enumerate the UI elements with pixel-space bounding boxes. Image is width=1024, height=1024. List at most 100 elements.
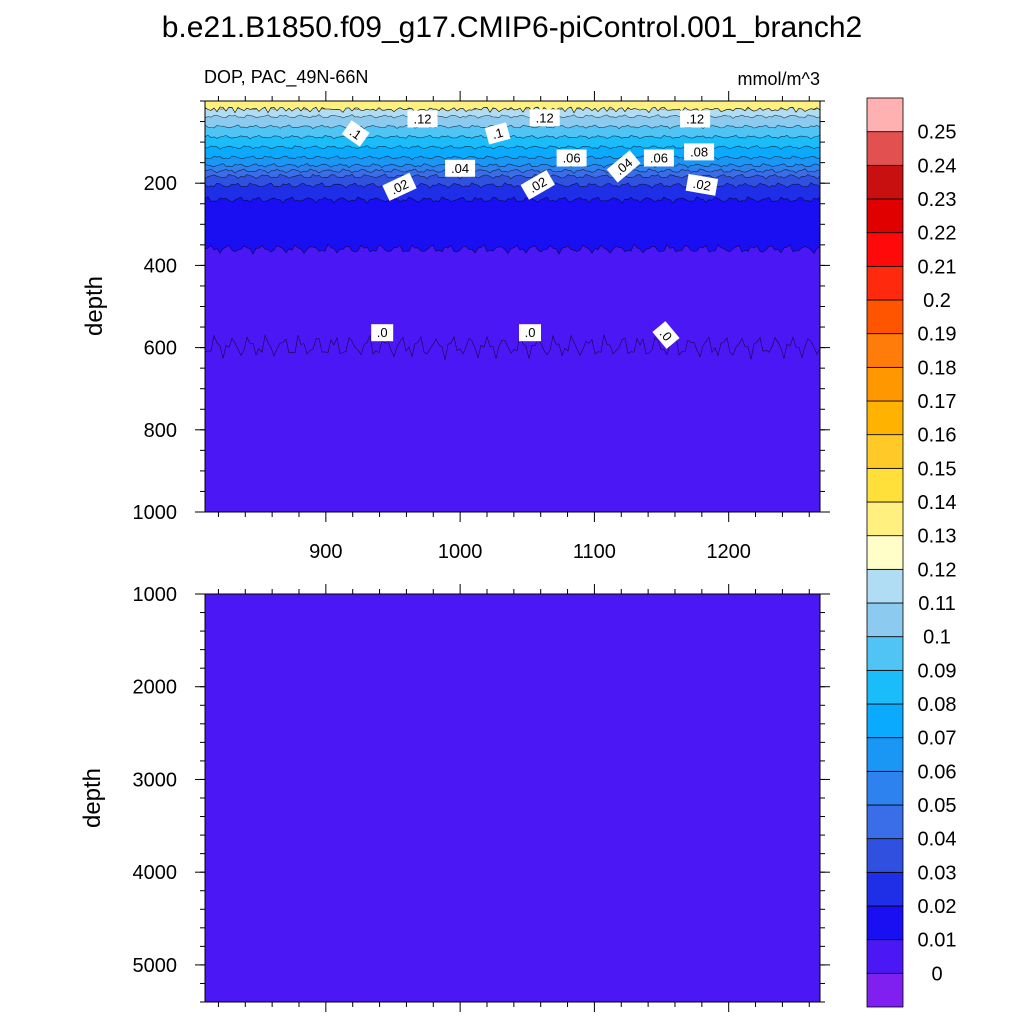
colorbar-swatch xyxy=(866,602,904,638)
contour-label: .06 xyxy=(556,149,587,167)
upper-panel-fill xyxy=(205,101,820,512)
colorbar-swatch xyxy=(866,568,904,604)
x-tick-label: 1000 xyxy=(438,541,483,563)
x-tick-label: 1200 xyxy=(706,541,751,563)
contour-label: .02 xyxy=(382,172,417,201)
colorbar-swatch xyxy=(866,804,904,840)
contour-label: .1 xyxy=(341,120,370,147)
y-tick-label: 1000 xyxy=(133,502,178,524)
colorbar-swatch xyxy=(866,770,904,806)
contour-label-bg xyxy=(519,324,541,342)
colorbar-label: 0.19 xyxy=(918,324,957,346)
colorbar-swatch xyxy=(866,366,904,402)
colorbar-label: 0.06 xyxy=(918,761,957,783)
contour-label-bg xyxy=(382,172,417,201)
colorbar-swatch xyxy=(866,299,904,335)
contour-label-bg xyxy=(643,149,674,167)
colorbar-label: 0.11 xyxy=(918,593,955,615)
colorbar-swatch xyxy=(866,232,904,267)
colorbar-label: 0.22 xyxy=(918,223,957,245)
y-tick-label: 3000 xyxy=(133,769,178,791)
contour-label-text: .06 xyxy=(563,151,581,166)
colorbar: 0 0.01 0.02 0.03 0.04 0.05 0.06 0.07 0.08 0.09 0.1… xyxy=(866,97,957,1008)
colorbar-label: 0.25 xyxy=(918,122,957,144)
colorbar-swatch xyxy=(866,333,904,368)
contour-label: .02 xyxy=(520,170,555,200)
colorbar-label: 0 xyxy=(931,963,942,985)
colorbar-swatch xyxy=(866,501,904,537)
colorbar-swatch xyxy=(866,871,904,907)
colorbar-label: 0.02 xyxy=(918,896,957,918)
contour-label-text: .04 xyxy=(451,161,469,176)
colorbar-label: 0.01 xyxy=(918,930,957,952)
colorbar-swatch xyxy=(866,467,904,503)
contour-label: .08 xyxy=(684,143,715,161)
contour-label: .12 xyxy=(680,110,711,128)
contour-label-bg xyxy=(445,159,476,177)
contour-label-text: .06 xyxy=(650,151,668,166)
variable-label: DOP, PAC_49N-66N xyxy=(204,67,368,88)
contour-label-text: .0 xyxy=(377,325,388,340)
y-tick-label: 800 xyxy=(144,420,177,442)
contour-label: .0 xyxy=(519,324,541,342)
colorbar-label: 0.13 xyxy=(918,526,957,548)
contour-band-surface xyxy=(205,101,820,114)
x-tick-label: 900 xyxy=(309,541,342,563)
contour-label-bg xyxy=(556,149,587,167)
contour-label-text: .02 xyxy=(692,176,712,194)
colorbar-swatch xyxy=(866,636,904,671)
contour-label: .02 xyxy=(685,173,719,196)
upper-panel-contour-labels: .12 .12 .12 .1 .1 .08 .06 .06 .04 .04 .02 .02 .02 .0.… xyxy=(341,109,719,349)
colorbar-label: 0.12 xyxy=(918,559,957,581)
contour-label-text: .12 xyxy=(536,110,554,125)
contour-label: .04 xyxy=(606,150,641,183)
y-tick-label: 4000 xyxy=(133,862,178,884)
contour-label-bg xyxy=(407,110,438,128)
x-tick-label: 1100 xyxy=(573,541,616,563)
lower-panel-fill xyxy=(205,594,820,1002)
colorbar-swatch xyxy=(866,669,904,705)
colorbar-label: 0.17 xyxy=(918,391,957,413)
contour-label: .12 xyxy=(407,110,438,128)
contour-label-text: .0 xyxy=(525,325,536,340)
y-tick-label: 200 xyxy=(144,173,177,195)
lower-panel-axes: 1000 2000 3000 4000 5000 xyxy=(133,584,830,1012)
contour-label-text: .12 xyxy=(686,112,704,127)
colorbar-label: 0.09 xyxy=(918,660,957,682)
contour-label: .04 xyxy=(445,159,476,177)
y-tick-label: 600 xyxy=(144,338,177,360)
y-tick-label: 2000 xyxy=(133,677,178,699)
contour-label-bg xyxy=(484,122,511,145)
colorbar-label: 0.03 xyxy=(918,862,957,884)
contour-label: .06 xyxy=(643,149,674,167)
y-axis-label-upper: depth xyxy=(81,276,108,336)
colorbar-swatch xyxy=(866,131,904,166)
contour-label-text: .1 xyxy=(490,125,504,142)
contour-label-bg xyxy=(652,321,680,349)
colorbar-label: 0.14 xyxy=(918,492,957,514)
colorbar-swatch xyxy=(866,737,904,772)
colorbar-label: 0.15 xyxy=(918,458,957,480)
y-axis-label-lower: depth xyxy=(79,768,106,828)
colorbar-swatch xyxy=(866,97,904,133)
units-label: mmol/m^3 xyxy=(738,69,820,89)
contour-label-text: .02 xyxy=(388,176,411,197)
colorbar-swatch xyxy=(866,265,904,301)
colorbar-swatch xyxy=(866,703,904,739)
upper-panel-axes: 900 1000 1100 1200 200 400 600 800 1000 xyxy=(133,91,830,563)
colorbar-label: 0.04 xyxy=(918,829,957,851)
colorbar-swatch xyxy=(866,905,904,941)
colorbar-label: 0.18 xyxy=(918,357,957,379)
contour-label-text: .12 xyxy=(413,112,431,127)
contour-label-bg xyxy=(685,173,719,196)
contour-label-bg xyxy=(341,120,370,147)
contour-label-bg xyxy=(371,324,394,342)
contour-label-bg xyxy=(680,110,711,128)
colorbar-label: 0.05 xyxy=(918,795,957,817)
colorbar-swatch xyxy=(866,535,904,570)
colorbar-swatch xyxy=(866,400,904,436)
contour-label-bg xyxy=(684,143,715,161)
contour-label: .12 xyxy=(529,109,560,127)
colorbar-swatch xyxy=(866,434,904,469)
